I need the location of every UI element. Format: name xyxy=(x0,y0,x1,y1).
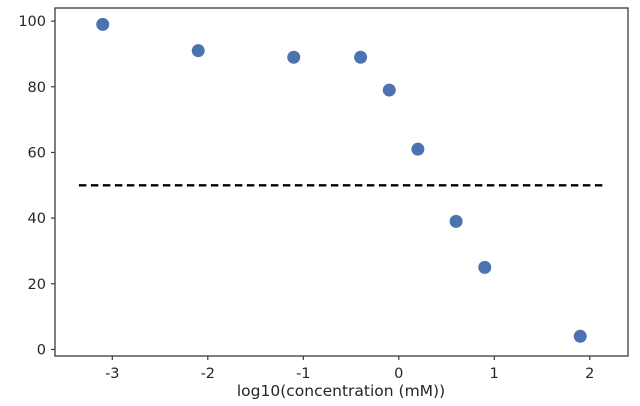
data-point xyxy=(382,83,396,97)
y-tick-label: 60 xyxy=(28,145,46,161)
x-axis-label: log10(concentration (mM)) xyxy=(237,382,445,400)
y-tick-label: 40 xyxy=(28,211,46,227)
data-point xyxy=(478,260,492,274)
x-axis-ticks: -3 -2 -1 0 1 2 xyxy=(105,356,594,382)
y-tick-label: 0 xyxy=(37,342,46,358)
y-axis-ticks: 0 20 40 60 80 100 xyxy=(18,14,55,358)
data-point xyxy=(573,329,587,343)
data-point xyxy=(287,50,301,64)
x-tick-label: -2 xyxy=(201,366,215,382)
data-point xyxy=(96,17,110,31)
x-tick-label: -3 xyxy=(105,366,119,382)
x-tick-label: 2 xyxy=(585,366,594,382)
plot-border xyxy=(54,7,629,357)
data-points-group xyxy=(96,17,587,343)
y-tick-label: 20 xyxy=(28,277,46,293)
data-point xyxy=(449,214,463,228)
y-tick-label: 80 xyxy=(28,80,46,96)
x-tick-label: -1 xyxy=(296,366,310,382)
data-point xyxy=(354,50,368,64)
data-point xyxy=(191,44,205,58)
data-point xyxy=(411,142,425,156)
x-tick-label: 1 xyxy=(490,366,499,382)
y-tick-label: 100 xyxy=(18,14,46,30)
x-tick-label: 0 xyxy=(394,366,403,382)
